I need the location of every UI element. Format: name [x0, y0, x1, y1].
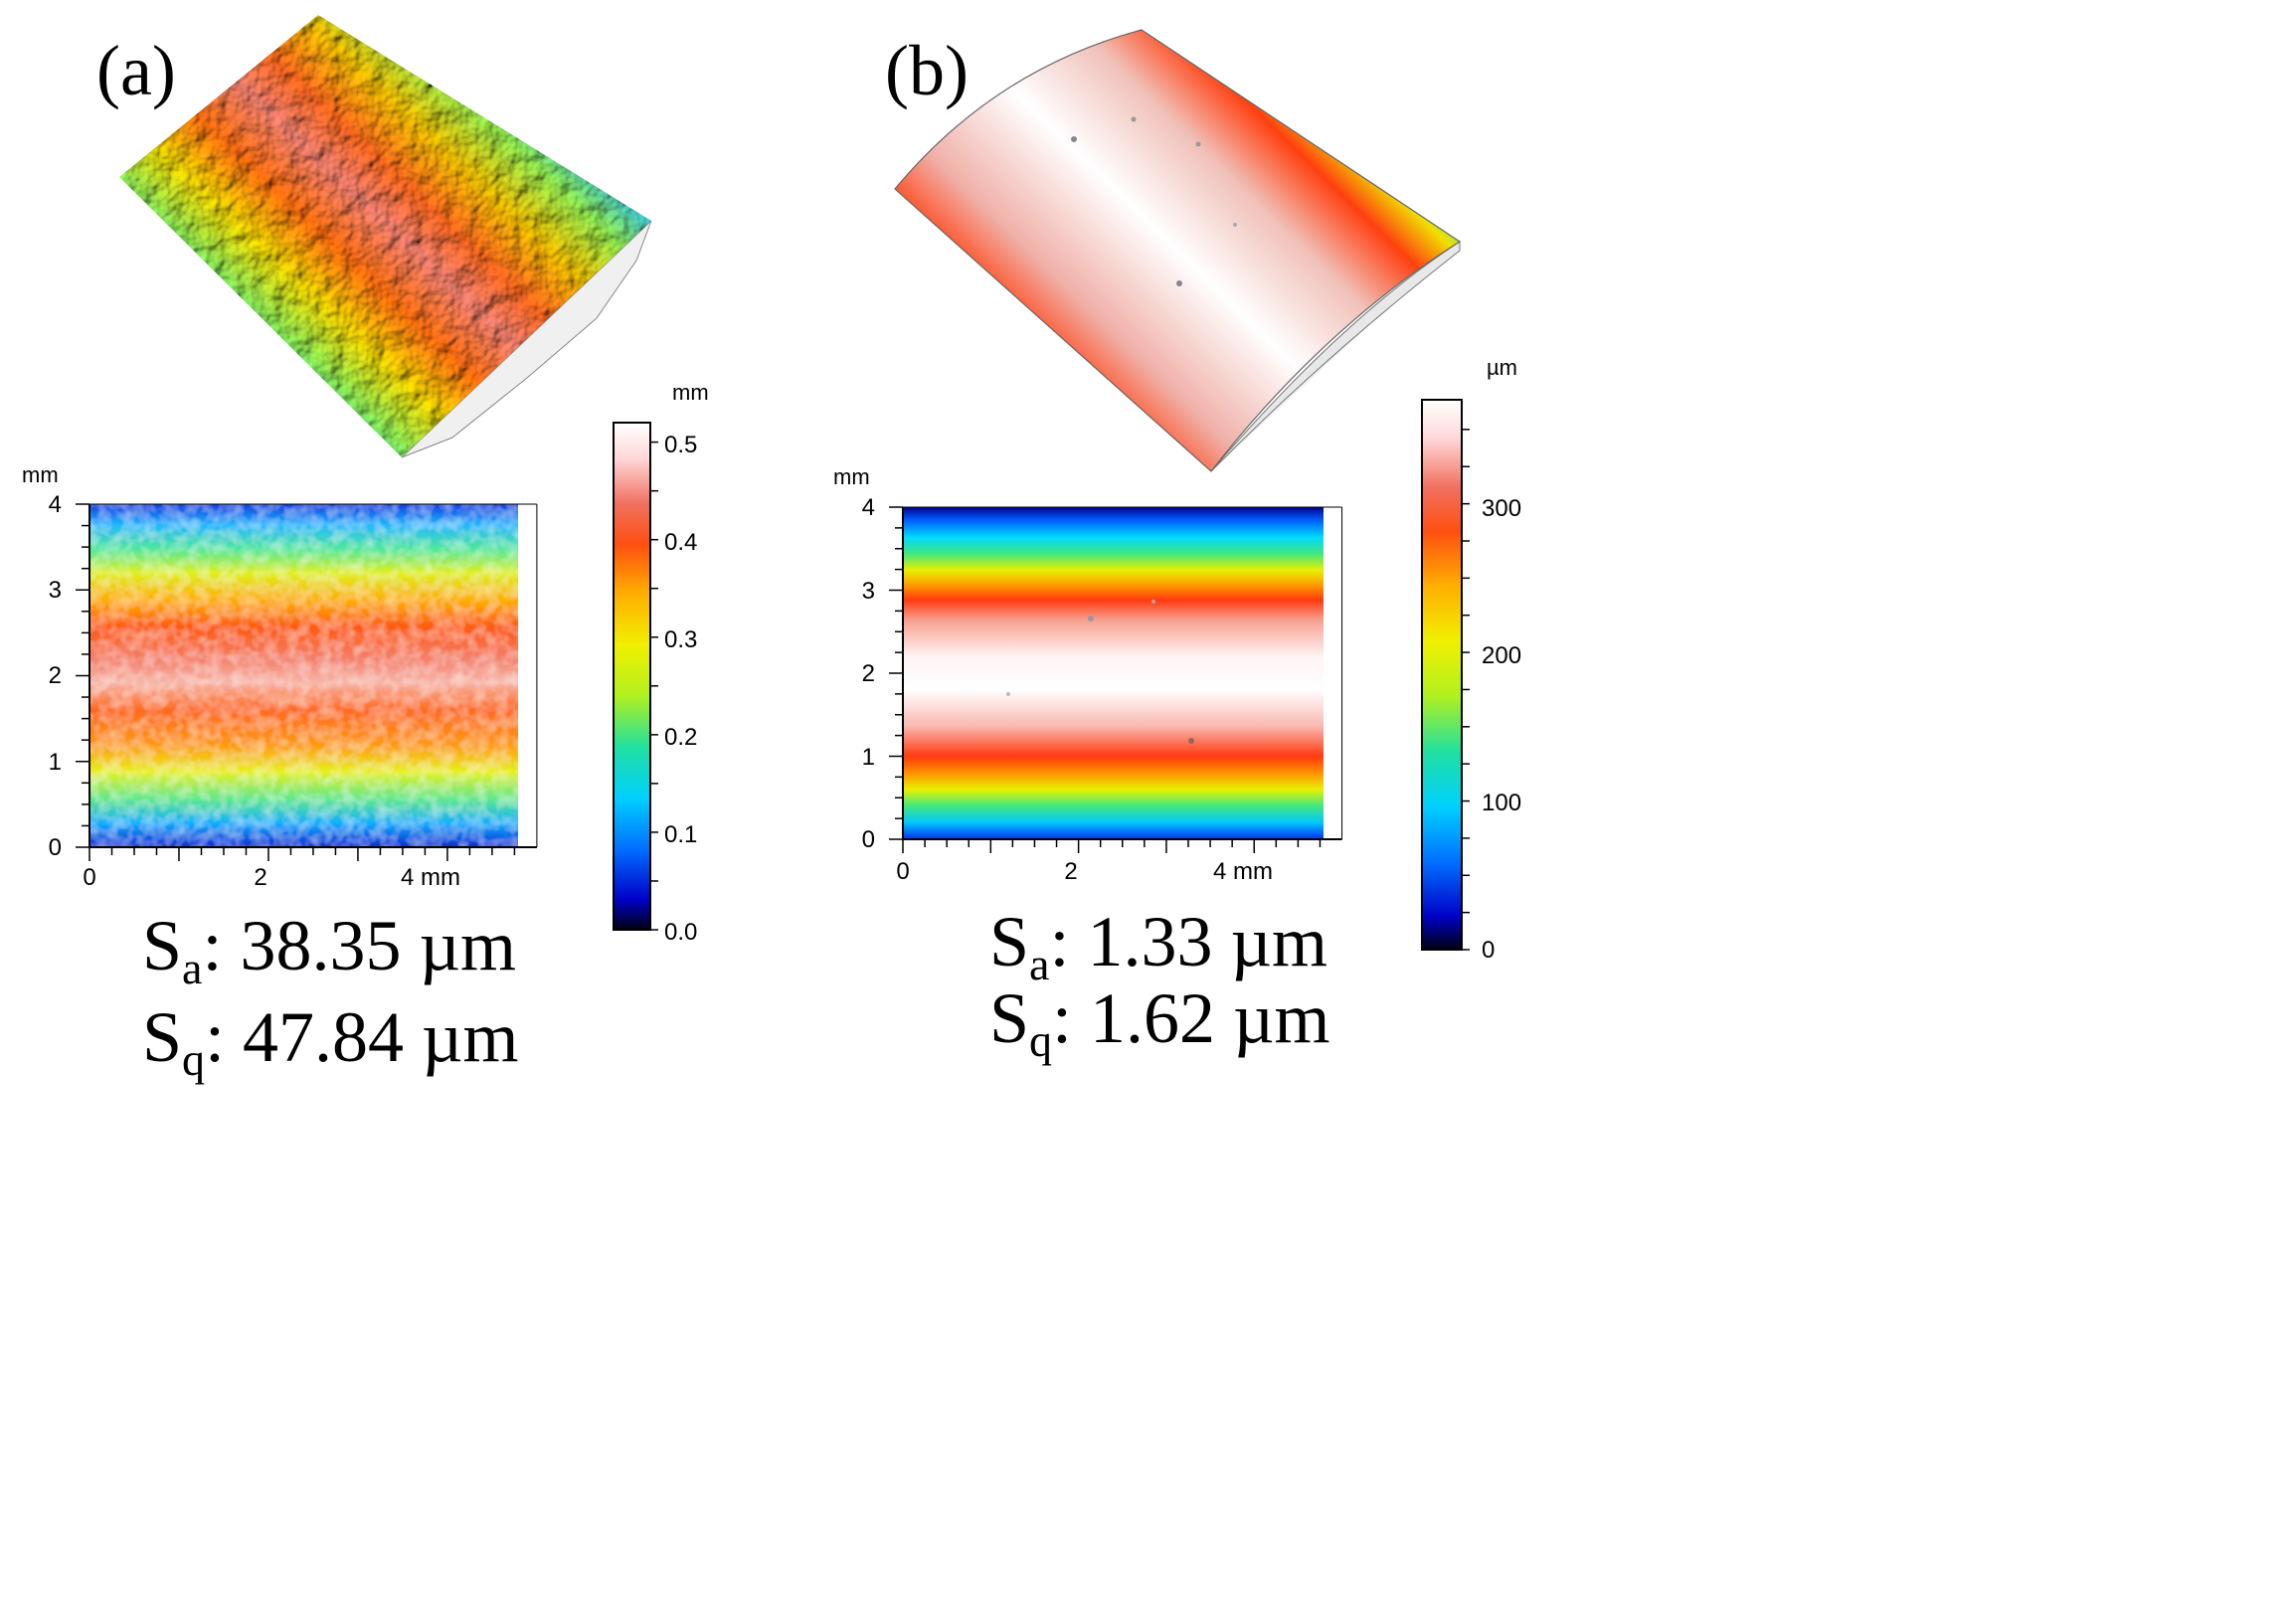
panel-b-cbar-tick-1: 100 — [1482, 790, 1521, 816]
panel-a-xtick-4: 4 mm — [401, 864, 460, 891]
panel-b-ytick-3: 3 — [862, 578, 875, 605]
panel-b: (b) mm 0 1 2 3 4 0 2 — [833, 29, 1521, 1066]
panel-a-colorbar: mm 0.0 0.1 0.2 0.3 0.4 0.5 — [613, 380, 709, 946]
panel-a-map: mm 0 1 2 3 4 0 2 4 mm — [22, 462, 538, 891]
panel-b-cbar-tick-3: 300 — [1482, 495, 1521, 522]
panel-a-xtick-0: 0 — [83, 864, 95, 891]
panel-b-map: mm 0 1 2 3 4 0 2 4 mm — [833, 464, 1343, 885]
panel-a-cbar-tick-5: 0.5 — [664, 432, 697, 458]
panel-b-height-map — [903, 507, 1324, 839]
panel-b-axes — [889, 506, 1343, 853]
panel-b-3d-view — [894, 29, 1462, 472]
panel-b-label: (b) — [885, 31, 969, 110]
panel-b-y-unit: mm — [833, 464, 870, 489]
panel-a-cbar-tick-2: 0.2 — [664, 724, 697, 751]
panel-a-ytick-1: 1 — [49, 749, 62, 776]
panel-a-cbar-tick-3: 0.3 — [664, 626, 697, 653]
panel-b-sa: Sa: 1.33 µm — [989, 902, 1327, 989]
panel-b-xtick-0: 0 — [896, 858, 909, 885]
panel-a-colorbar-unit: mm — [672, 380, 709, 405]
panel-a-stats: Sa: 38.35 µm Sq: 47.84 µm — [142, 906, 519, 1085]
panel-b-xtick-4: 4 mm — [1213, 858, 1273, 885]
panel-a-xtick-2: 2 — [254, 864, 266, 891]
panel-a-cbar-tick-1: 0.1 — [664, 821, 697, 848]
panel-a-cbar-tick-0: 0.0 — [664, 919, 697, 946]
panel-a-sa: Sa: 38.35 µm — [142, 906, 516, 993]
panel-b-sq: Sq: 1.62 µm — [989, 978, 1330, 1066]
panel-b-ytick-2: 2 — [862, 660, 875, 687]
panel-a-cbar-tick-4: 0.4 — [664, 529, 697, 556]
panel-b-colorbar-unit: µm — [1487, 355, 1517, 380]
panel-b-cbar-tick-2: 200 — [1482, 642, 1521, 669]
panel-a-axes — [76, 503, 538, 861]
panel-a-ytick-4: 4 — [49, 491, 62, 518]
panel-a-label: (a) — [96, 31, 176, 110]
panel-a-y-unit: mm — [22, 462, 59, 487]
panel-b-ytick-4: 4 — [862, 494, 875, 521]
panel-a: (a) mm 0 1 2 3 4 0 2 4 mm mm 0.0 0.1 — [22, 15, 709, 1085]
panel-a-sq: Sq: 47.84 µm — [142, 997, 519, 1085]
panel-b-stats: Sa: 1.33 µm Sq: 1.62 µm — [989, 902, 1330, 1066]
panel-a-ytick-2: 2 — [49, 662, 62, 689]
panel-b-colorbar: µm 0 100 200 300 — [1421, 355, 1521, 964]
panel-a-ytick-3: 3 — [49, 577, 62, 604]
panel-b-xtick-2: 2 — [1064, 858, 1077, 885]
panel-b-ytick-0: 0 — [862, 826, 875, 853]
panel-b-cbar-tick-0: 0 — [1482, 937, 1495, 964]
panel-b-ytick-1: 1 — [862, 744, 875, 771]
panel-a-3d-view — [119, 15, 652, 458]
panel-a-ytick-0: 0 — [49, 834, 62, 861]
